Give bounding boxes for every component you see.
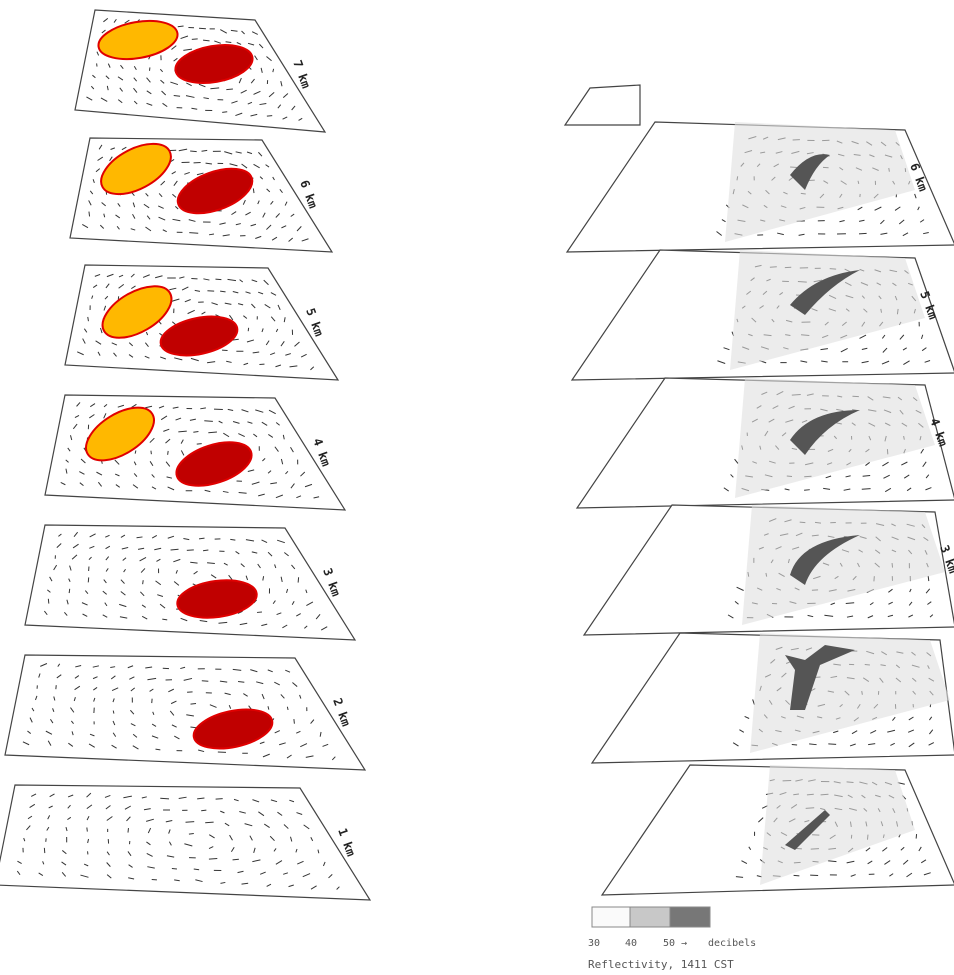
vector-arrow xyxy=(187,550,194,551)
vector-arrow xyxy=(194,869,199,870)
vector-arrow xyxy=(287,707,288,710)
scale-plate xyxy=(565,85,640,125)
vector-arrow xyxy=(89,212,90,217)
vector-arrow xyxy=(189,833,194,834)
vector-arrow xyxy=(294,719,295,724)
vector-arrow xyxy=(190,151,197,152)
legend-tick: 30 xyxy=(588,938,600,949)
vector-arrow xyxy=(143,580,144,584)
legend-caption: Reflectivity, 1411 CST xyxy=(588,958,734,971)
plate xyxy=(25,525,355,640)
vector-arrow xyxy=(197,444,202,445)
vector-arrow xyxy=(794,875,800,876)
vector-arrow xyxy=(162,619,167,620)
legend-tick: 40 xyxy=(625,938,637,949)
legend-swatch xyxy=(630,907,670,927)
vector-arrow xyxy=(199,28,206,29)
vector-arrow xyxy=(205,822,213,823)
figure: 7 km6 km5 km4 km3 km2 km1 km6 km5 km4 km… xyxy=(0,0,954,975)
vector-arrow xyxy=(88,317,89,321)
plate xyxy=(0,785,370,900)
legend-swatch xyxy=(670,907,710,927)
vector-arrow xyxy=(216,799,223,800)
vector-arrow xyxy=(928,576,929,581)
vector-arrow xyxy=(792,745,797,746)
vector-arrow xyxy=(201,810,206,811)
vector-arrow xyxy=(203,550,208,551)
vector-arrow xyxy=(222,112,227,113)
vector-arrow xyxy=(113,711,114,714)
vector-arrow xyxy=(155,749,160,750)
plate xyxy=(5,655,365,770)
vector-arrow xyxy=(253,188,254,193)
legend-swatch xyxy=(592,907,630,927)
vector-arrow xyxy=(69,589,70,593)
vector-arrow xyxy=(233,859,239,860)
vector-arrow xyxy=(209,859,217,860)
vector-arrow xyxy=(189,233,198,234)
vector-arrow xyxy=(168,451,169,455)
vector-arrow xyxy=(190,704,196,705)
vector-arrow xyxy=(736,877,743,878)
vector-arrow xyxy=(226,89,233,90)
vector-arrow xyxy=(215,279,221,280)
vector-arrow xyxy=(160,798,169,799)
vector-arrow xyxy=(87,827,88,831)
vector-arrow xyxy=(804,490,810,491)
legend-tick: 50 → xyxy=(663,938,687,949)
legend-unit: decibels xyxy=(708,938,756,949)
vector-arrow xyxy=(862,489,871,490)
vector-arrow xyxy=(204,421,213,422)
vector-arrow xyxy=(186,822,195,823)
